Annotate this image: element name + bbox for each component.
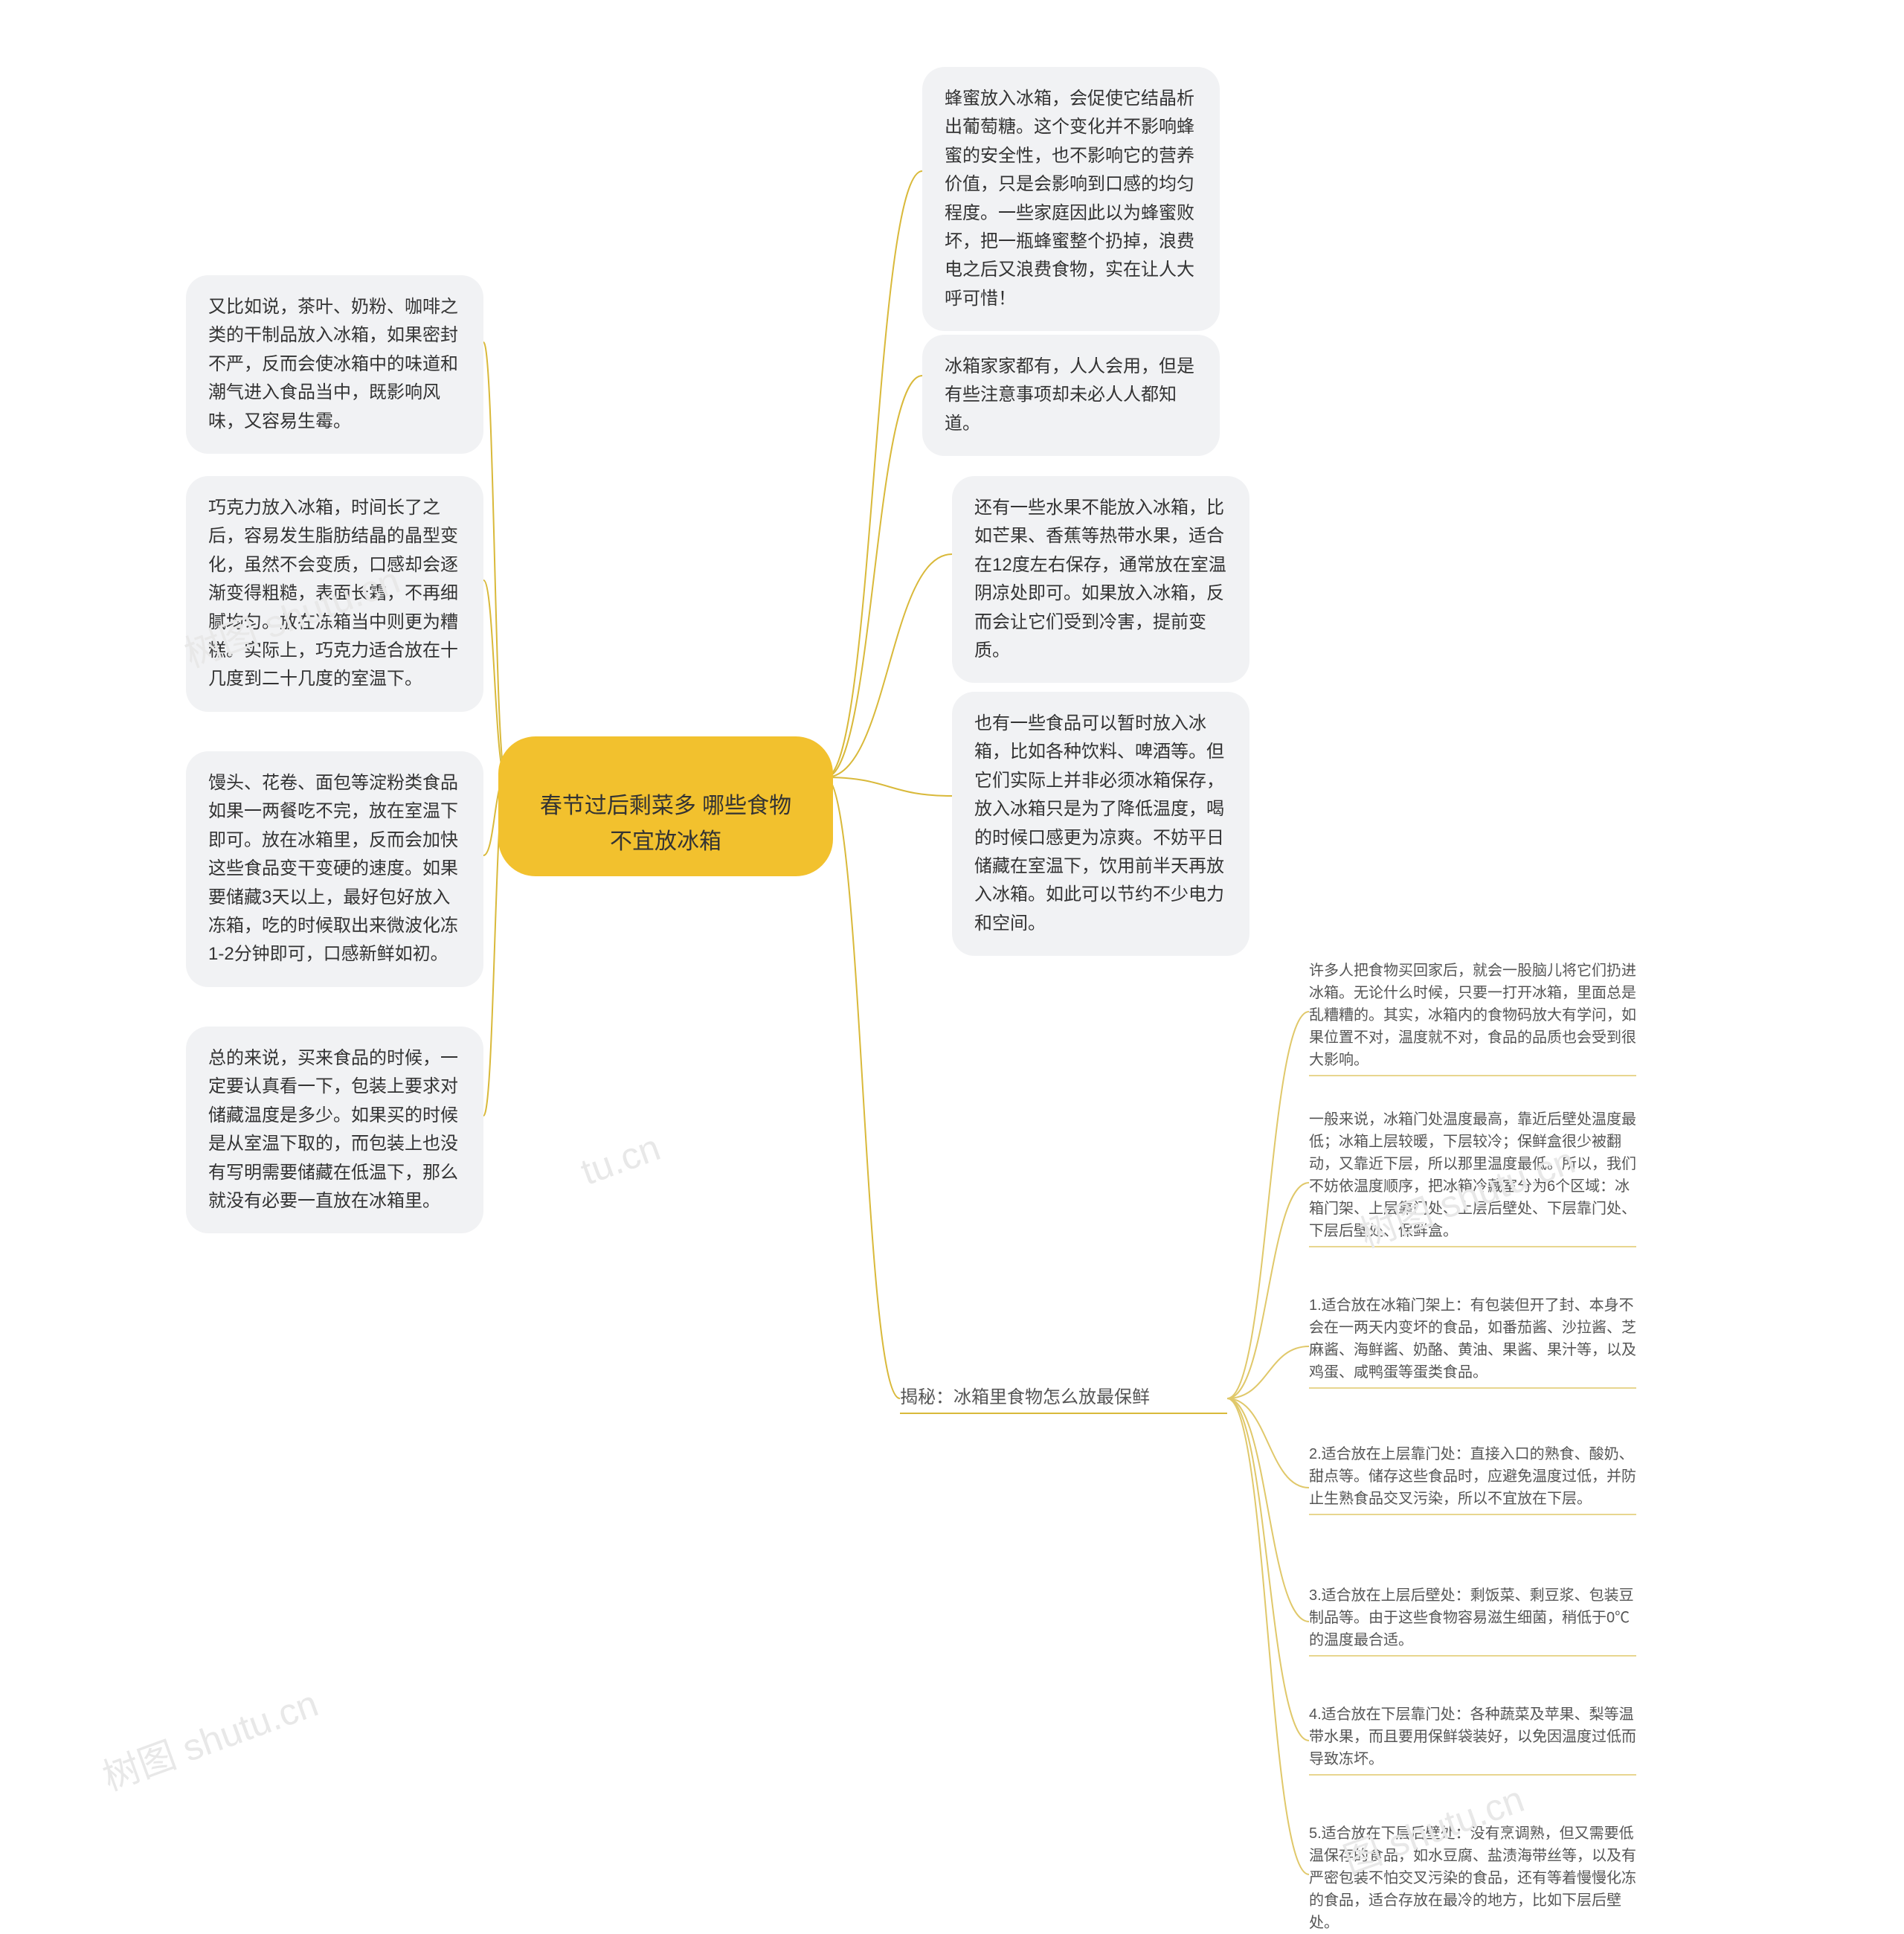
mindmap-node[interactable]: 冰箱家家都有，人人会用，但是有些注意事项却未必人人都知道。 xyxy=(922,335,1220,456)
mindmap-subnode[interactable]: 一般来说，冰箱门处温度最高，靠近后壁处温度最低；冰箱上层较暖，下层较冷；保鲜盒很… xyxy=(1309,1108,1636,1242)
mindmap-node-text: 又比如说，茶叶、奶粉、咖啡之类的干制品放入冰箱，如果密封不严，反而会使冰箱中的味… xyxy=(208,297,458,431)
mindmap-subnode-text: 3.适合放在上层后壁处：剩饭菜、剩豆浆、包装豆制品等。由于这些食物容易滋生细菌，… xyxy=(1309,1587,1634,1648)
sub-branch-header-label: 揭秘：冰箱里食物怎么放最保鲜 xyxy=(900,1387,1150,1407)
mindmap-node[interactable]: 也有一些食品可以暂时放入冰箱，比如各种饮料、啤酒等。但它们实际上并非必须冰箱保存… xyxy=(952,692,1250,956)
mindmap-node-text: 也有一些食品可以暂时放入冰箱，比如各种饮料、啤酒等。但它们实际上并非必须冰箱保存… xyxy=(974,713,1224,934)
mindmap-root[interactable]: 春节过后剩菜多 哪些食物 不宜放冰箱 xyxy=(498,736,833,876)
mindmap-node-text: 冰箱家家都有，人人会用，但是有些注意事项却未必人人都知道。 xyxy=(945,356,1194,434)
mindmap-subnode-text: 5.适合放在下层后壁处：没有烹调熟，但又需要低温保存的食品，如水豆腐、盐渍海带丝… xyxy=(1309,1825,1636,1931)
mindmap-subnode[interactable]: 4.适合放在下层靠门处：各种蔬菜及苹果、梨等温带水果，而且要用保鲜袋装好，以免因… xyxy=(1309,1703,1636,1770)
mindmap-node[interactable]: 馒头、花卷、面包等淀粉类食品如果一两餐吃不完，放在室温下即可。放在冰箱里，反而会… xyxy=(186,751,483,987)
mindmap-subnode-text: 2.适合放在上层靠门处：直接入口的熟食、酸奶、甜点等。储存这些食品时，应避免温度… xyxy=(1309,1446,1636,1507)
mindmap-subnode-text: 4.适合放在下层靠门处：各种蔬菜及苹果、梨等温带水果，而且要用保鲜袋装好，以免因… xyxy=(1309,1706,1636,1767)
mindmap-node-text: 蜂蜜放入冰箱，会促使它结晶析出葡萄糖。这个变化并不影响蜂蜜的安全性，也不影响它的… xyxy=(945,89,1194,309)
sub-branch-header[interactable]: 揭秘：冰箱里食物怎么放最保鲜 xyxy=(900,1384,1227,1412)
watermark-text: 树图 shutu.cn xyxy=(94,1674,324,1801)
root-label: 春节过后剩菜多 哪些食物 不宜放冰箱 xyxy=(540,794,791,854)
mindmap-subnode[interactable]: 3.适合放在上层后壁处：剩饭菜、剩豆浆、包装豆制品等。由于这些食物容易滋生细菌，… xyxy=(1309,1584,1636,1651)
mindmap-node-text: 馒头、花卷、面包等淀粉类食品如果一两餐吃不完，放在室温下即可。放在冰箱里，反而会… xyxy=(208,773,458,964)
mindmap-subnode[interactable]: 许多人把食物买回家后，就会一股脑儿将它们扔进冰箱。无论什么时候，只要一打开冰箱，… xyxy=(1309,960,1636,1071)
mindmap-node-text: 还有一些水果不能放入冰箱，比如芒果、香蕉等热带水果，适合在12度左右保存，通常放… xyxy=(974,498,1226,661)
mindmap-node[interactable]: 总的来说，买来食品的时候，一定要认真看一下，包装上要求对储藏温度是多少。如果买的… xyxy=(186,1027,483,1233)
mindmap-subnode-text: 一般来说，冰箱门处温度最高，靠近后壁处温度最低；冰箱上层较暖，下层较冷；保鲜盒很… xyxy=(1309,1111,1636,1239)
mindmap-subnode[interactable]: 2.适合放在上层靠门处：直接入口的熟食、酸奶、甜点等。储存这些食品时，应避免温度… xyxy=(1309,1443,1636,1510)
mindmap-node[interactable]: 巧克力放入冰箱，时间长了之后，容易发生脂肪结晶的晶型变化，虽然不会变质，口感却会… xyxy=(186,476,483,712)
mindmap-subnode-text: 许多人把食物买回家后，就会一股脑儿将它们扔进冰箱。无论什么时候，只要一打开冰箱，… xyxy=(1309,963,1636,1068)
mindmap-subnode-text: 1.适合放在冰箱门架上：有包装但开了封、本身不会在一两天内变坏的食品，如番茄酱、… xyxy=(1309,1297,1636,1381)
mindmap-node[interactable]: 还有一些水果不能放入冰箱，比如芒果、香蕉等热带水果，适合在12度左右保存，通常放… xyxy=(952,476,1250,683)
watermark-text: tu.cn xyxy=(575,1125,666,1194)
mindmap-node-text: 巧克力放入冰箱，时间长了之后，容易发生脂肪结晶的晶型变化，虽然不会变质，口感却会… xyxy=(208,498,458,689)
mindmap-subnode[interactable]: 5.适合放在下层后壁处：没有烹调熟，但又需要低温保存的食品，如水豆腐、盐渍海带丝… xyxy=(1309,1822,1636,1934)
mindmap-node[interactable]: 又比如说，茶叶、奶粉、咖啡之类的干制品放入冰箱，如果密封不严，反而会使冰箱中的味… xyxy=(186,275,483,454)
mindmap-node-text: 总的来说，买来食品的时候，一定要认真看一下，包装上要求对储藏温度是多少。如果买的… xyxy=(208,1048,458,1211)
mindmap-subnode[interactable]: 1.适合放在冰箱门架上：有包装但开了封、本身不会在一两天内变坏的食品，如番茄酱、… xyxy=(1309,1294,1636,1384)
mindmap-node[interactable]: 蜂蜜放入冰箱，会促使它结晶析出葡萄糖。这个变化并不影响蜂蜜的安全性，也不影响它的… xyxy=(922,67,1220,331)
